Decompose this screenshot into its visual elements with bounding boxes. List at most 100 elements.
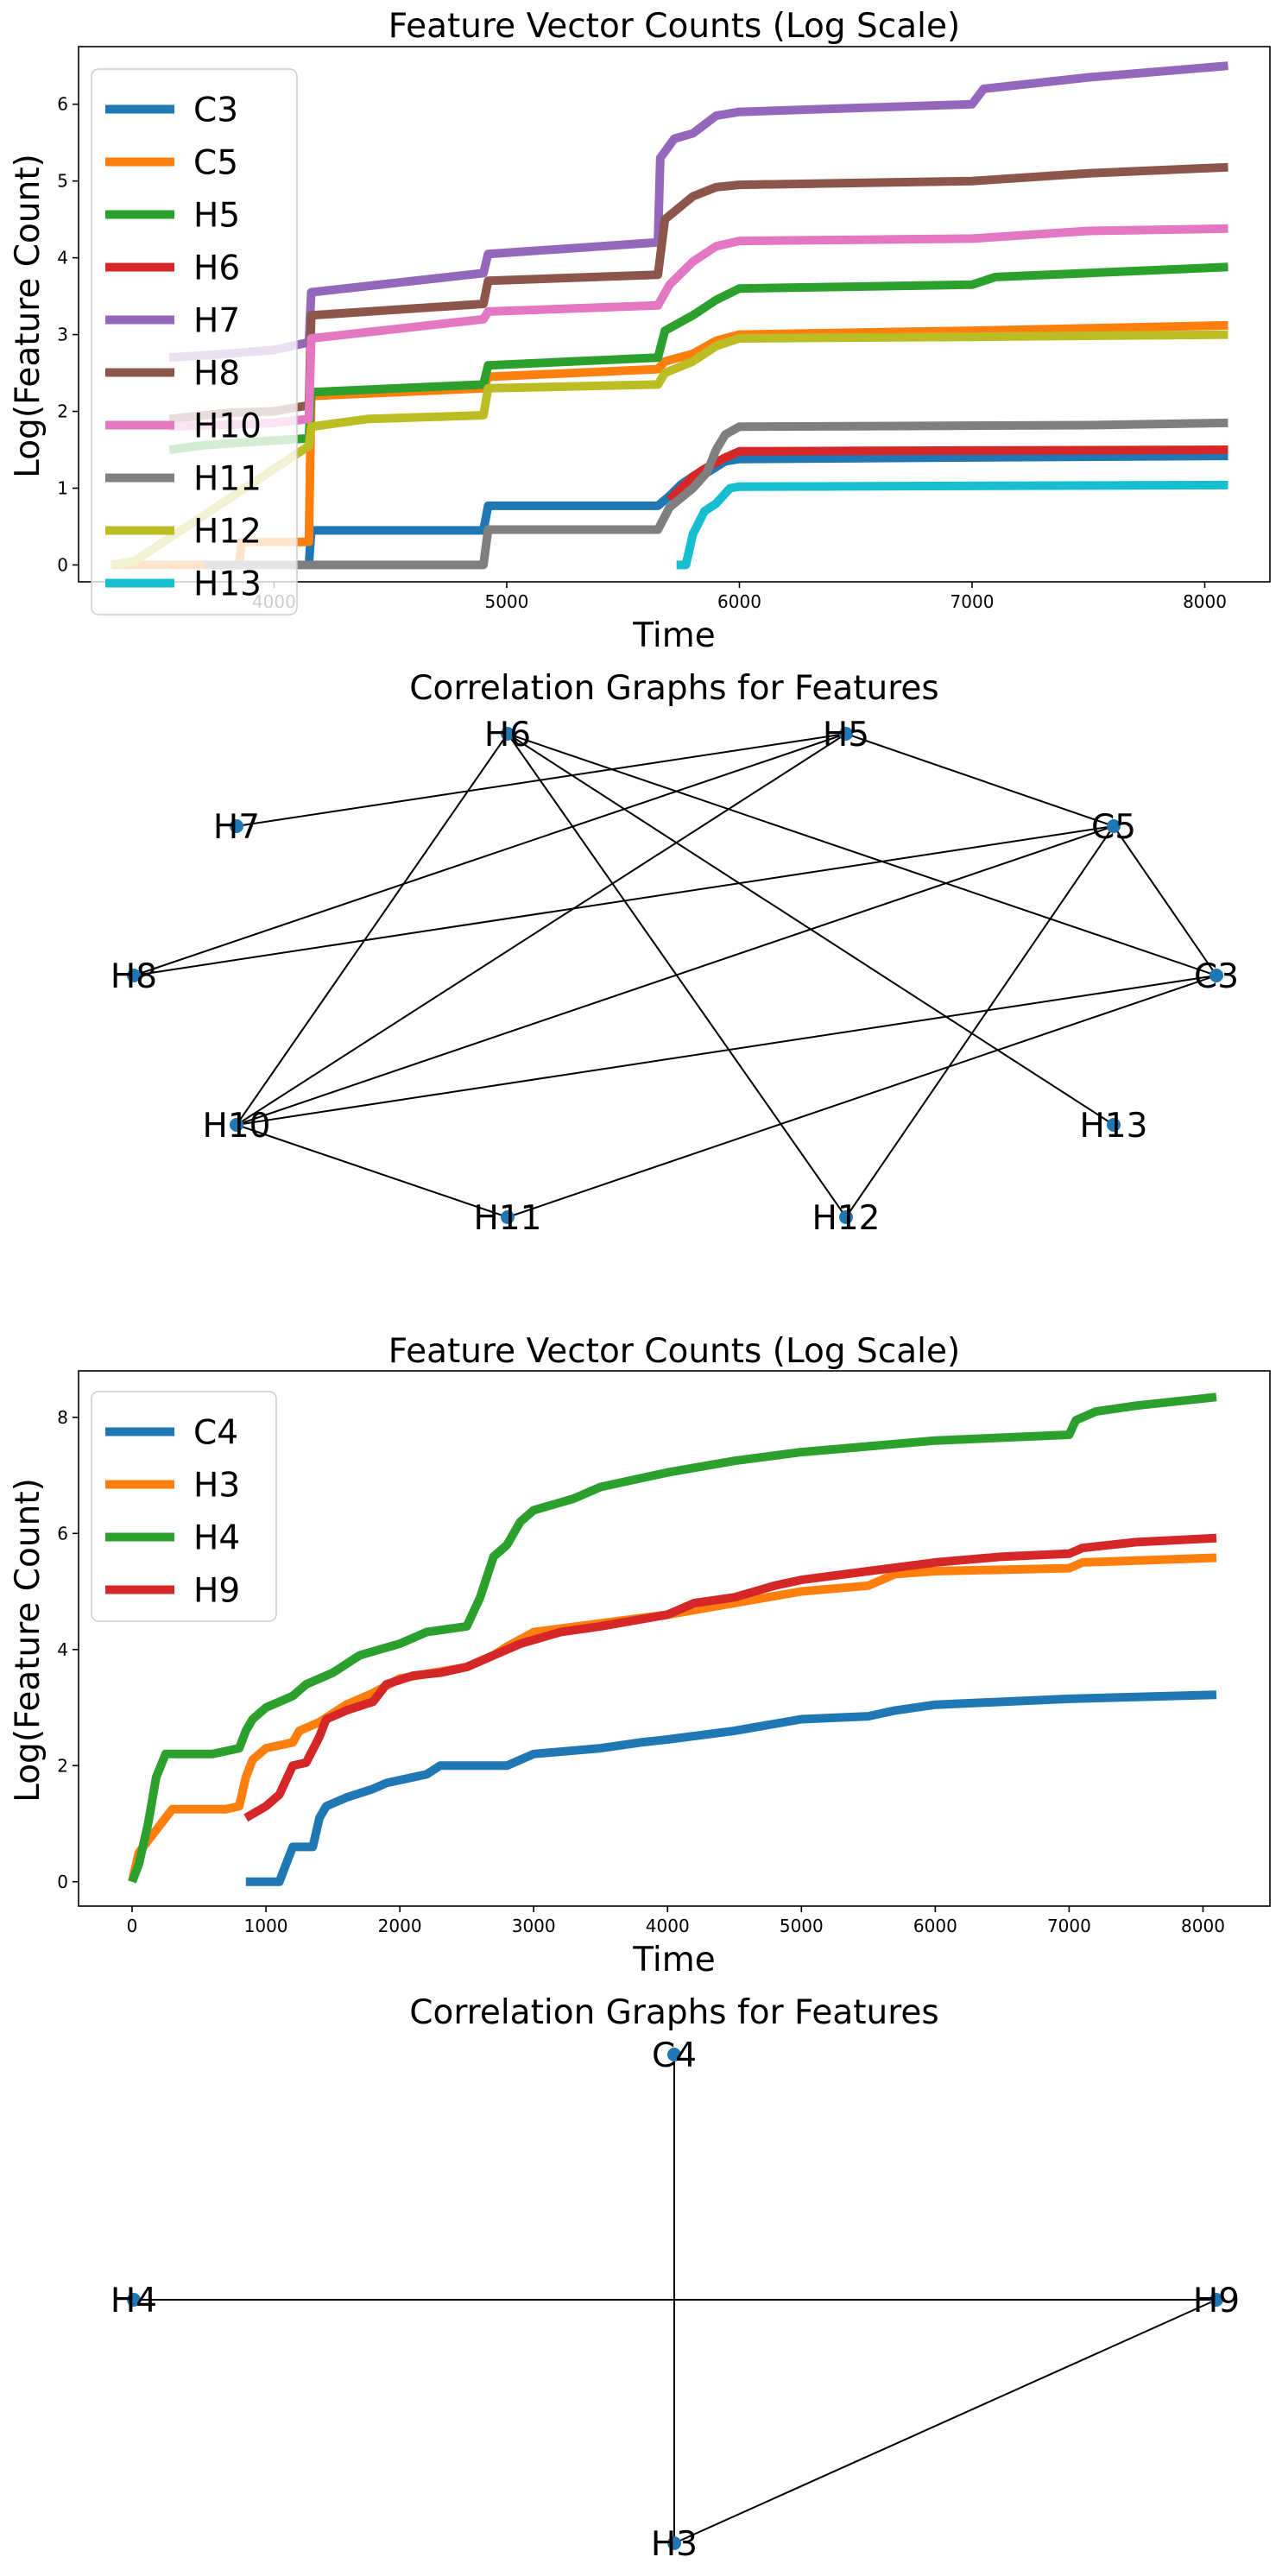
node-h11 (501, 1210, 515, 1224)
node-h8 (127, 969, 141, 982)
series-line-h4 (128, 1392, 1217, 1884)
legend-label-h12: H12 (193, 513, 262, 552)
network-graph-2: Correlation Graphs for Features C4 H4 H9 H3 (111, 1993, 1240, 2564)
node-label-h11: H11 (474, 1199, 542, 1238)
edge-h5-h10 (236, 733, 847, 1126)
legend-label-c3: C3 (193, 92, 238, 130)
chart-1-xlabel: Time (632, 616, 715, 655)
node-label-h13: H13 (1080, 1107, 1148, 1146)
y-tick-label: 1 (57, 477, 68, 498)
node-label-h10: H10 (203, 1107, 271, 1146)
chart-1-title: Feature Vector Counts (Log Scale) (388, 7, 960, 46)
edge-c5-h8 (133, 825, 1115, 976)
node-label-h12: H12 (812, 1199, 881, 1238)
y-tick-label: 2 (57, 401, 68, 422)
series-line-c4 (245, 1690, 1217, 1886)
y-tick-label: 6 (57, 1523, 68, 1544)
y-tick-label: 5 (57, 171, 68, 192)
node-label-c5: C5 (1091, 808, 1136, 847)
node-h6 (501, 727, 515, 741)
legend-label-h13: H13 (193, 565, 262, 604)
node-h5 (839, 727, 853, 741)
node-h4 (127, 2293, 141, 2307)
y-tick-label: 0 (57, 1872, 68, 1892)
chart-1-ylabel: Log(Feature Count) (9, 154, 47, 478)
y-tick-label: 6 (57, 94, 68, 115)
series-line-h3 (128, 1553, 1217, 1883)
edge-h6-h10 (236, 733, 508, 1126)
edge-h10-h11 (236, 1124, 508, 1218)
edge-c3-h11 (507, 975, 1217, 1218)
y-tick-label: 0 (57, 554, 68, 575)
node-c4 (667, 2048, 681, 2061)
x-tick-label: 7000 (1047, 1916, 1091, 1936)
plot-frame (78, 46, 1271, 583)
node-label-h3: H3 (651, 2525, 698, 2564)
node-h7 (230, 819, 243, 833)
y-tick-label: 4 (57, 1639, 68, 1660)
legend-label-c5: C5 (193, 144, 238, 183)
series-line-h10 (168, 224, 1228, 432)
legend-label-h8: H8 (193, 355, 240, 394)
x-tick-label: 5000 (484, 591, 528, 612)
legend-label-h5: H5 (193, 197, 240, 236)
x-tick-label: 2000 (378, 1916, 422, 1936)
series-line-h11 (204, 418, 1228, 570)
edge-h5-h7 (236, 733, 847, 827)
legend-label-h4: H4 (193, 1519, 240, 1558)
legend-label-h10: H10 (193, 407, 262, 446)
node-label-h5: H5 (823, 716, 869, 754)
legend-label-h9: H9 (193, 1572, 240, 1611)
network-graph-1: Correlation Graphs for Features H6 H5 H7 C5… (111, 669, 1239, 1238)
y-tick-label: 2 (57, 1755, 68, 1776)
edge-h6-c3 (507, 733, 1217, 976)
line-chart-1: Feature Vector Counts (Log Scale) Time L… (9, 7, 1271, 655)
node-label-h8: H8 (111, 957, 157, 996)
legend-label-h6: H6 (193, 249, 240, 288)
legend-label-c4: C4 (193, 1414, 238, 1453)
legend-box (91, 1391, 277, 1622)
y-tick-label: 8 (57, 1407, 68, 1428)
series-line-c3 (304, 451, 1228, 565)
graph-2-title: Correlation Graphs for Features (409, 1993, 939, 2032)
y-tick-label: 4 (57, 248, 68, 268)
legend-label-h11: H11 (193, 460, 262, 499)
graph-1-title: Correlation Graphs for Features (409, 669, 939, 708)
x-tick-label: 8000 (1183, 591, 1227, 612)
node-label-h7: H7 (213, 808, 260, 847)
x-tick-label: 5000 (780, 1916, 824, 1936)
node-label-h4: H4 (111, 2282, 157, 2320)
series-line-h9 (243, 1533, 1217, 1822)
node-h10 (230, 1118, 243, 1132)
edge-h9-h3 (673, 2299, 1217, 2544)
x-tick-label: 0 (127, 1916, 138, 1936)
node-label-c3: C3 (1194, 957, 1239, 996)
x-tick-label: 7000 (950, 591, 995, 612)
node-c3 (1209, 969, 1223, 982)
edge-c5-h12 (845, 825, 1115, 1218)
x-tick-label: 1000 (244, 1916, 288, 1936)
series-line-h12 (110, 330, 1228, 570)
node-h3 (667, 2536, 681, 2550)
series-line-h13 (676, 480, 1228, 570)
x-tick-label: 6000 (913, 1916, 957, 1936)
legend-label-h3: H3 (193, 1467, 240, 1506)
plot-frame (78, 1370, 1271, 1907)
node-label-h6: H6 (484, 716, 531, 754)
edge-c5-c3 (1113, 825, 1217, 976)
edge-h5-h8 (133, 733, 847, 976)
node-label-c4: C4 (652, 2036, 697, 2075)
edge-c3-h10 (236, 975, 1217, 1126)
x-tick-label: 4000 (646, 1916, 690, 1936)
node-label-h9: H9 (1193, 2282, 1240, 2320)
y-tick-label: 3 (57, 325, 68, 345)
node-h12 (839, 1210, 853, 1224)
node-h9 (1209, 2293, 1223, 2307)
x-tick-label: 3000 (512, 1916, 556, 1936)
chart-2-title: Feature Vector Counts (Log Scale) (388, 1332, 960, 1371)
edge-h5-c5 (845, 733, 1115, 827)
chart-2-ylabel: Log(Feature Count) (9, 1478, 47, 1803)
x-tick-label: 8000 (1181, 1916, 1225, 1936)
node-h13 (1107, 1118, 1121, 1132)
